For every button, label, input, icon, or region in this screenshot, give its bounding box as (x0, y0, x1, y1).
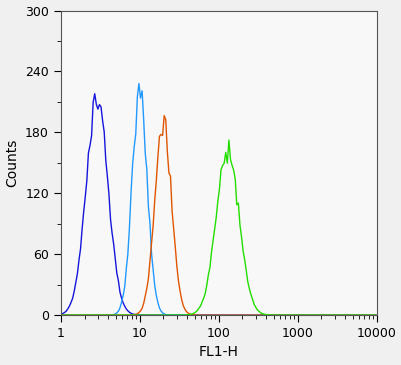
X-axis label: FL1-H: FL1-H (198, 345, 238, 360)
Y-axis label: Counts: Counts (6, 139, 20, 187)
